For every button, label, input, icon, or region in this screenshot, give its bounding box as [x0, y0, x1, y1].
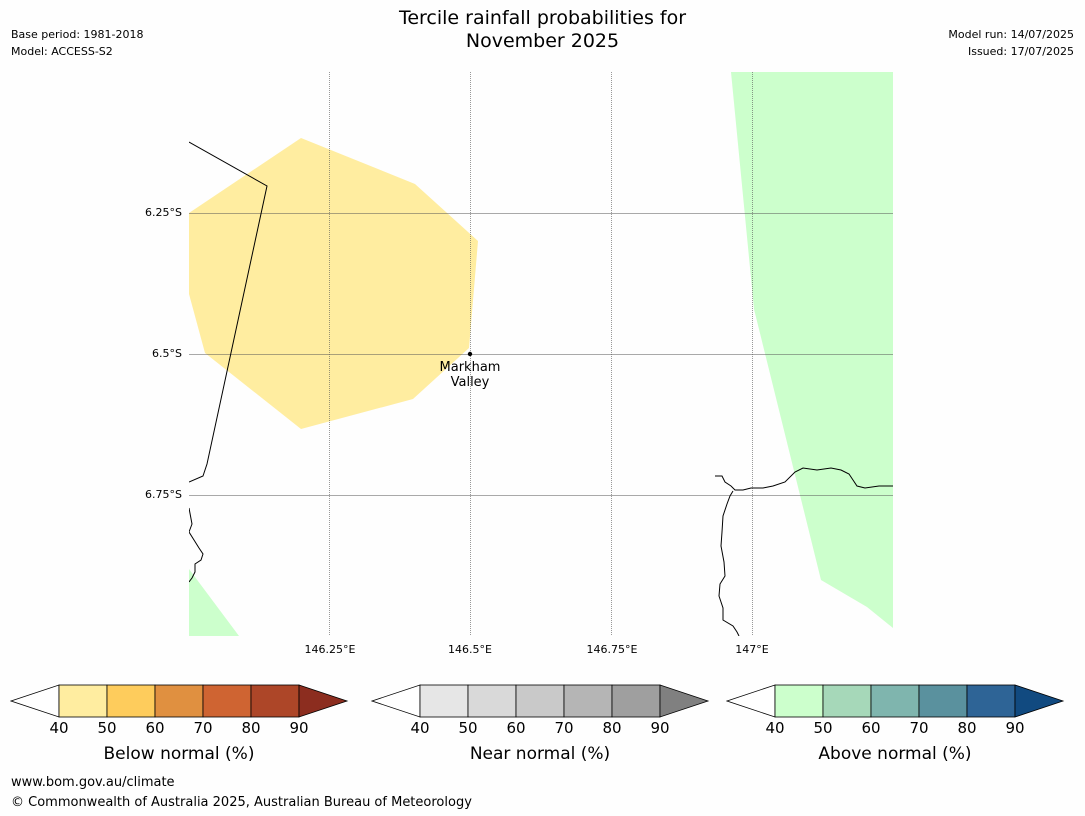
- base-period-text: Base period: 1981-2018: [11, 28, 144, 41]
- lon-label: 146.25°E: [304, 643, 356, 656]
- colorbar-tick-label: 70: [554, 719, 574, 737]
- colorbar-tick-label: 80: [957, 719, 977, 737]
- colorbar-tick-label: 60: [145, 719, 165, 737]
- colorbar-cell: [106, 684, 156, 718]
- lon-label: 147°E: [735, 643, 769, 656]
- above-normal-region-southwest: [189, 569, 239, 636]
- colorbar-cell: [822, 684, 872, 718]
- colorbar-tick-label: 80: [241, 719, 261, 737]
- lat-label: 6.25°S: [145, 206, 182, 219]
- colorbar-cell: [154, 684, 204, 718]
- map-title: Tercile rainfall probabilities for Novem…: [0, 7, 1085, 53]
- colorbar-over-triangle: [659, 684, 710, 718]
- colorbar-tick-label: 70: [909, 719, 929, 737]
- colorbar-over-triangle: [298, 684, 349, 718]
- below-normal-colorbar: [10, 684, 349, 718]
- above-normal-colorbar: [726, 684, 1065, 718]
- colorbar-cell: [966, 684, 1016, 718]
- colorbar-tick-label: 50: [813, 719, 833, 737]
- place-name-line1: Markham: [439, 360, 501, 375]
- provincial-boundary: [189, 141, 268, 483]
- above-normal-legend-title: Above normal (%): [818, 744, 972, 764]
- colorbar-over-triangle: [1014, 684, 1065, 718]
- colorbar-cell: [515, 684, 565, 718]
- model-info: Base period: 1981-2018 Model: ACCESS-S2: [11, 26, 143, 60]
- title-line-1: Tercile rainfall probabilities for: [398, 7, 687, 29]
- model-run-text: Model run: 14/07/2025: [948, 28, 1074, 41]
- colorbar-cell: [58, 684, 108, 718]
- place-label: Markham Valley: [425, 360, 515, 390]
- below-normal-legend-title: Below normal (%): [103, 744, 255, 764]
- colorbar-cell: [563, 684, 613, 718]
- coastlines: [189, 141, 893, 636]
- colorbar-under-triangle: [726, 684, 776, 718]
- title-line-2: November 2025: [465, 30, 620, 52]
- coastline-east: [715, 467, 893, 491]
- colorbar-tick-label: 40: [49, 719, 69, 737]
- colorbar-cell: [918, 684, 968, 718]
- colorbar-tick-label: 60: [506, 719, 526, 737]
- colorbar-under-triangle: [371, 684, 421, 718]
- footer-copyright: © Commonwealth of Australia 2025, Austra…: [11, 795, 472, 810]
- colorbar-cell: [611, 684, 661, 718]
- river-coast-south: [718, 490, 740, 636]
- colorbar-cell: [419, 684, 469, 718]
- lon-label: 146.5°E: [448, 643, 492, 656]
- colorbar-cell: [250, 684, 300, 718]
- place-name-line2: Valley: [450, 375, 490, 390]
- colorbar-tick-label: 50: [97, 719, 117, 737]
- colorbar-tick-label: 40: [765, 719, 785, 737]
- colorbar-tick-label: 40: [410, 719, 430, 737]
- lon-label: 146.75°E: [586, 643, 638, 656]
- issue-info: Model run: 14/07/2025 Issued: 17/07/2025: [948, 26, 1074, 60]
- lat-label: 6.75°S: [145, 488, 182, 501]
- forecast-map: [189, 72, 893, 636]
- coastline-west: [189, 507, 204, 583]
- lat-label: 6.5°S: [152, 347, 182, 360]
- above-normal-region-east: [731, 72, 893, 628]
- graticule: [189, 72, 893, 636]
- model-text: Model: ACCESS-S2: [11, 45, 113, 58]
- footer-url: www.bom.gov.au/climate: [11, 775, 175, 790]
- issued-text: Issued: 17/07/2025: [967, 45, 1074, 58]
- colorbar-under-triangle: [10, 684, 60, 718]
- colorbar-tick-label: 60: [861, 719, 881, 737]
- colorbar-cell: [467, 684, 517, 718]
- colorbar-tick-label: 70: [193, 719, 213, 737]
- near-normal-legend-title: Near normal (%): [469, 744, 611, 764]
- colorbar-tick-label: 90: [289, 719, 309, 737]
- colorbar-tick-label: 90: [650, 719, 670, 737]
- colorbar-tick-label: 50: [458, 719, 478, 737]
- colorbar-tick-label: 90: [1005, 719, 1025, 737]
- markham-valley-marker: [467, 351, 473, 357]
- near-normal-colorbar: [371, 684, 710, 718]
- colorbar-cell: [202, 684, 252, 718]
- colorbar-cell: [870, 684, 920, 718]
- colorbar-cell: [774, 684, 824, 718]
- colorbar-tick-label: 80: [602, 719, 622, 737]
